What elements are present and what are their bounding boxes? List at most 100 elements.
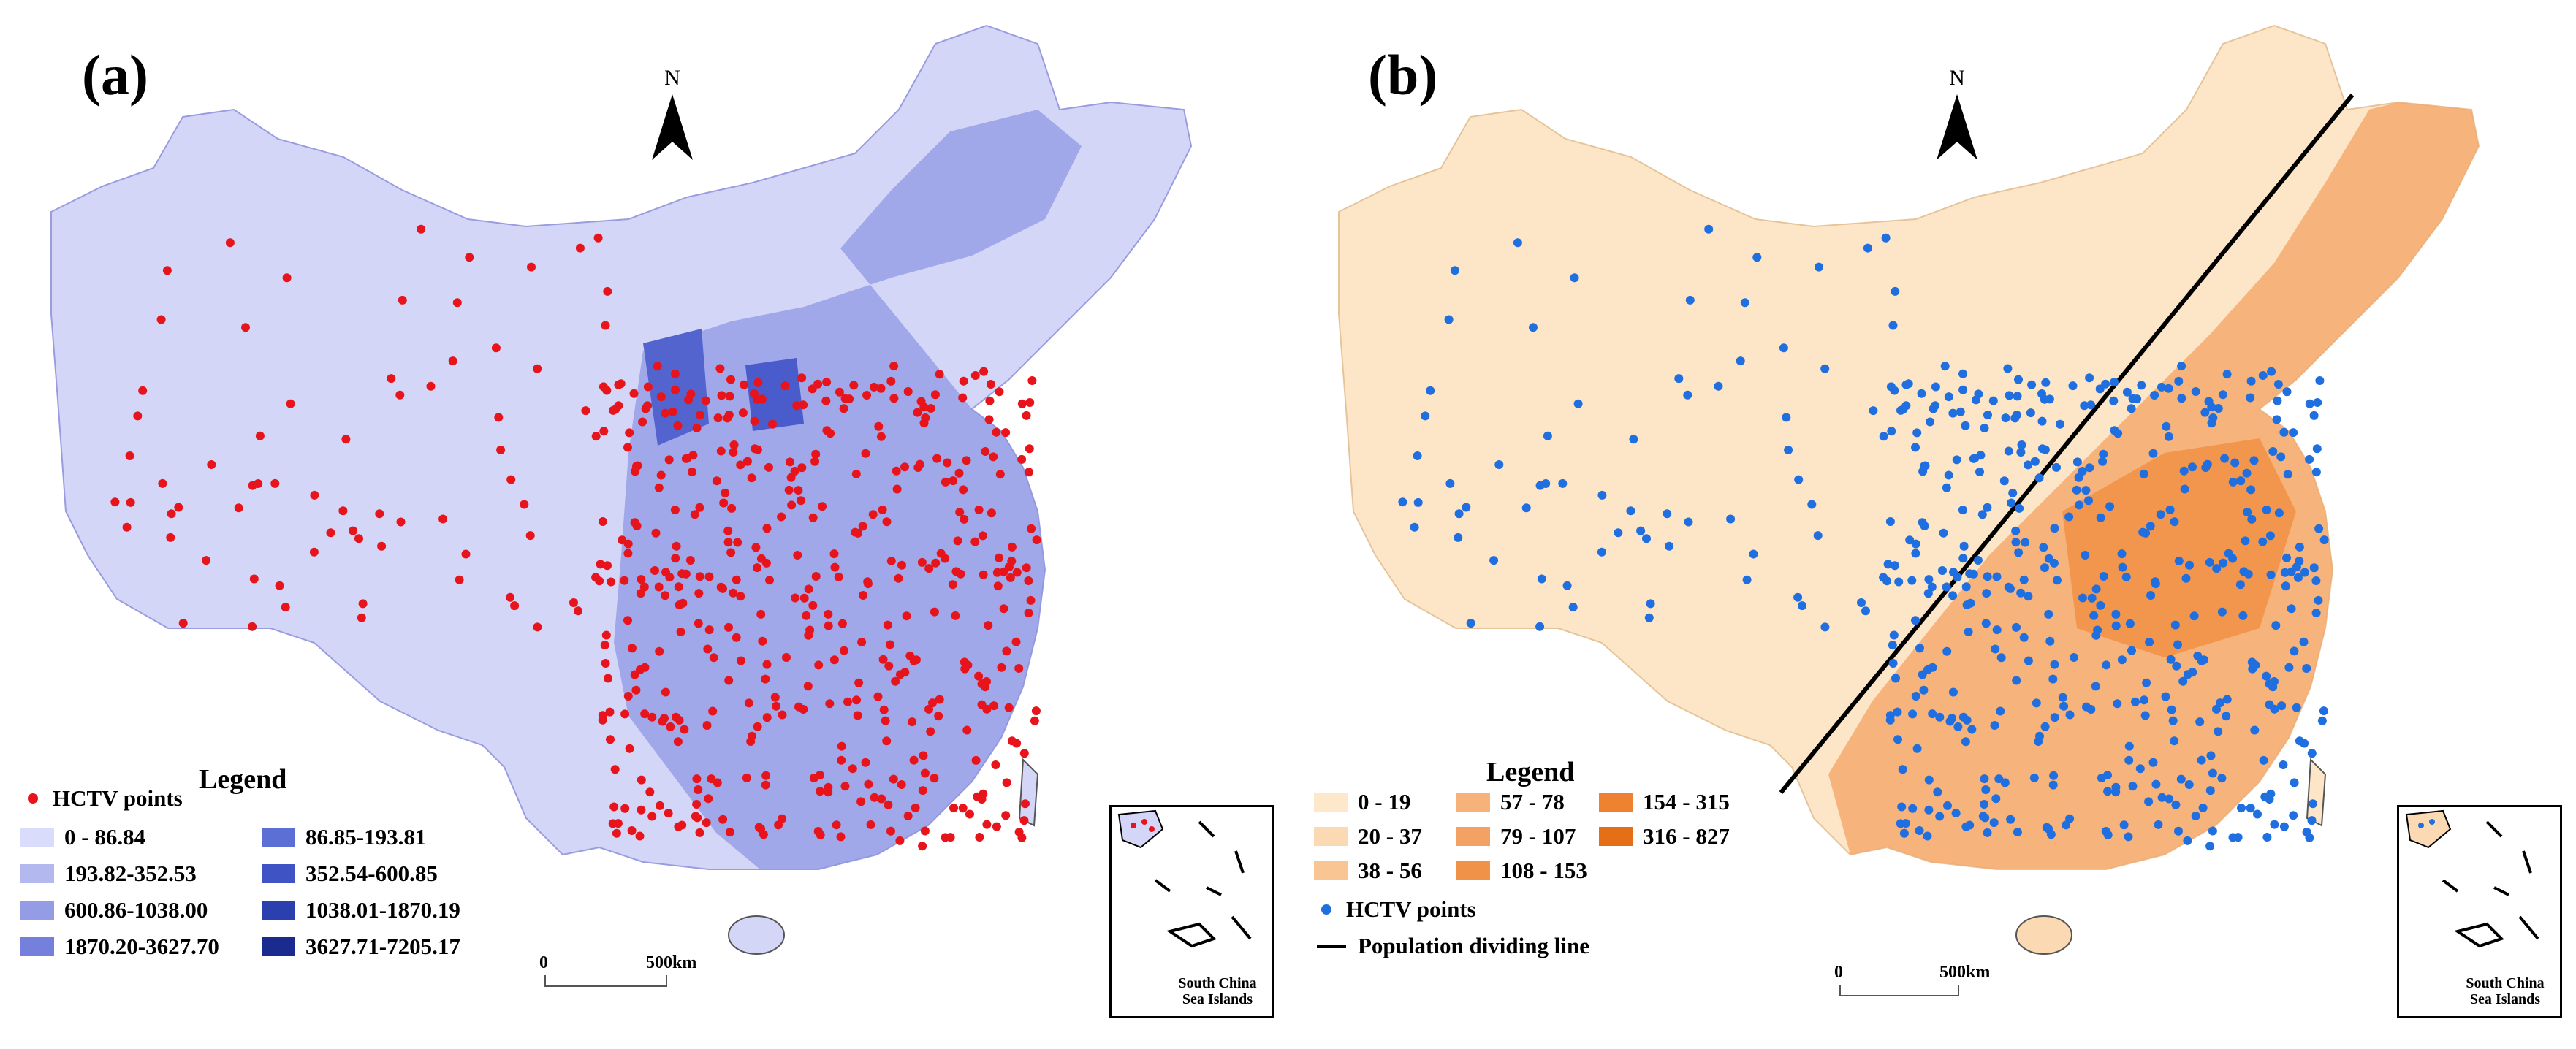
hctv-point: [608, 819, 618, 828]
hctv-point: [678, 598, 688, 608]
hctv-point: [2289, 428, 2298, 438]
hctv-point: [725, 828, 734, 837]
hctv-point: [122, 522, 132, 532]
legend-swatch: [262, 937, 295, 956]
hctv-point: [2222, 695, 2232, 704]
hctv-point: [2313, 398, 2322, 407]
hctv-point: [133, 411, 143, 421]
hctv-point: [2157, 382, 2166, 392]
hctv-point: [2052, 462, 2061, 472]
hctv-point: [533, 622, 542, 632]
hctv-point: [248, 622, 257, 631]
hctv-point: [664, 455, 674, 465]
hctv-point: [1815, 262, 1823, 272]
hctv-point: [791, 593, 799, 603]
hctv-point: [2266, 570, 2276, 579]
hctv-point: [797, 496, 805, 506]
hctv-point: [656, 801, 664, 810]
hctv-point: [1942, 646, 1952, 656]
hctv-point: [1935, 812, 1945, 821]
hctv-point: [2228, 833, 2238, 842]
hctv-point: [395, 390, 405, 400]
hctv-point: [813, 827, 823, 836]
hctv-point: [832, 820, 841, 830]
hctv-point: [2045, 636, 2055, 646]
hctv-point: [1022, 563, 1031, 573]
hctv-point: [2059, 701, 2069, 711]
hctv-point: [2098, 457, 2108, 466]
hctv-point: [935, 370, 944, 379]
hctv-point: [375, 509, 384, 519]
hctv-point: [1973, 556, 1983, 565]
hctv-point: [591, 432, 601, 441]
hctv-point: [2118, 562, 2127, 572]
hctv-point: [270, 478, 280, 488]
hctv-point: [671, 369, 680, 378]
hctv-point: [724, 676, 734, 685]
hctv-point: [2314, 595, 2323, 605]
hctv-point: [747, 473, 756, 483]
hctv-point: [631, 462, 641, 471]
hctv-point: [991, 760, 1000, 769]
hctv-point: [1989, 818, 1999, 828]
china-map-b: [1338, 24, 2480, 955]
hctv-point: [721, 488, 730, 497]
hctv-point: [2113, 699, 2122, 709]
hctv-point: [900, 462, 909, 472]
hctv-point: [958, 804, 968, 813]
hctv-point: [2014, 548, 2024, 557]
hctv-point: [614, 380, 623, 389]
hctv-point: [2144, 797, 2154, 806]
hctv-point: [926, 727, 935, 736]
hctv-point: [725, 392, 734, 401]
hctv-point: [2305, 833, 2314, 842]
hctv-point: [862, 391, 872, 400]
hctv-point: [674, 582, 683, 592]
hctv-point: [2309, 411, 2319, 420]
scale-bar-b: [1839, 985, 1959, 996]
legend-swatch: [1599, 827, 1633, 846]
hctv-point: [740, 380, 749, 389]
hctv-point: [2177, 394, 2186, 403]
hctv-point: [282, 273, 292, 283]
hctv-point: [591, 573, 601, 582]
hctv-point: [2146, 591, 2156, 600]
hctv-point: [639, 582, 649, 592]
hctv-point: [2049, 771, 2059, 780]
hctv-point: [396, 517, 406, 527]
hctv-point: [202, 556, 211, 565]
hctv-point: [2287, 567, 2296, 576]
hctv-point: [645, 787, 655, 797]
inset-label-line2-a: Sea Islands: [1182, 991, 1253, 1007]
hctv-point: [851, 469, 861, 478]
hctv-point: [762, 660, 772, 669]
hctv-point: [455, 575, 464, 584]
hctv-point: [2258, 371, 2268, 380]
hctv-point: [2283, 470, 2292, 479]
hctv-point: [2040, 722, 2050, 731]
hctv-point: [985, 396, 995, 405]
legend-points-label-a: HCTV points: [53, 785, 183, 811]
hctv-point: [2174, 557, 2184, 565]
hctv-point: [941, 833, 950, 842]
hctv-point: [357, 613, 366, 622]
hctv-point: [2164, 432, 2173, 441]
hctv-point: [1861, 606, 1870, 616]
hctv-point: [1951, 809, 1961, 818]
hctv-point: [2017, 440, 2026, 449]
hctv-point: [2218, 390, 2227, 400]
hctv-point: [935, 695, 944, 704]
hctv-point: [1996, 706, 2005, 716]
hctv-point: [909, 656, 919, 665]
hctv-point: [1663, 509, 1672, 519]
hctv-point: [802, 611, 811, 620]
hctv-point: [1888, 641, 1897, 650]
hctv-point: [2265, 531, 2275, 541]
hctv-point: [2185, 560, 2194, 570]
hctv-point: [913, 463, 923, 472]
hctv-point: [2195, 717, 2205, 727]
hctv-point: [1646, 599, 1655, 609]
hctv-point: [1887, 427, 1896, 436]
hctv-point: [975, 833, 984, 842]
hctv-point: [979, 789, 988, 798]
